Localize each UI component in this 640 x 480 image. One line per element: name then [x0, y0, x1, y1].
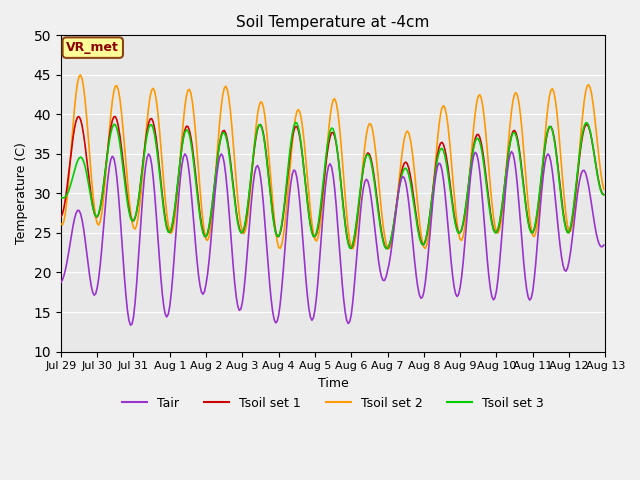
- X-axis label: Time: Time: [317, 377, 349, 390]
- Tair: [57, 279, 65, 285]
- Tsoil set 2: [385, 246, 393, 252]
- Tsoil set 1: [296, 134, 303, 140]
- Tsoil set 1: [573, 180, 580, 186]
- Tsoil set 1: [125, 206, 132, 212]
- Tsoil set 2: [77, 72, 84, 78]
- Tsoil set 3: [573, 178, 580, 183]
- Tsoil set 2: [600, 186, 607, 192]
- Tair: [573, 198, 580, 204]
- Tsoil set 3: [237, 230, 244, 236]
- Tair: [248, 198, 255, 204]
- Tsoil set 1: [57, 214, 65, 220]
- Tair: [508, 149, 515, 155]
- Tsoil set 2: [573, 183, 580, 189]
- Tair: [124, 307, 131, 313]
- Text: VR_met: VR_met: [67, 41, 119, 54]
- Y-axis label: Temperature (C): Temperature (C): [15, 143, 28, 244]
- Tsoil set 1: [384, 246, 392, 252]
- Tair: [600, 242, 607, 248]
- Line: Tair: Tair: [61, 152, 604, 325]
- Tsoil set 1: [76, 114, 83, 120]
- Tair: [220, 160, 228, 166]
- Tsoil set 1: [248, 171, 255, 177]
- Tsoil set 2: [248, 175, 255, 181]
- Tsoil set 3: [124, 200, 131, 205]
- Tsoil set 3: [291, 120, 299, 126]
- Title: Soil Temperature at -4cm: Soil Temperature at -4cm: [236, 15, 430, 30]
- Tsoil set 3: [57, 194, 65, 200]
- Tsoil set 3: [219, 130, 227, 136]
- Tsoil set 2: [220, 85, 228, 91]
- Tair: [239, 300, 246, 305]
- Line: Tsoil set 1: Tsoil set 1: [61, 117, 604, 249]
- Tair: [127, 322, 134, 328]
- Line: Tsoil set 2: Tsoil set 2: [61, 75, 604, 249]
- Tsoil set 3: [296, 132, 303, 138]
- Tsoil set 2: [57, 221, 65, 227]
- Legend: Tair, Tsoil set 1, Tsoil set 2, Tsoil set 3: Tair, Tsoil set 1, Tsoil set 2, Tsoil se…: [117, 392, 549, 415]
- Tsoil set 2: [239, 228, 246, 234]
- Tsoil set 1: [220, 128, 228, 133]
- Line: Tsoil set 3: Tsoil set 3: [61, 123, 604, 249]
- Tsoil set 2: [296, 109, 303, 115]
- Tsoil set 1: [600, 192, 607, 197]
- Tsoil set 2: [125, 195, 132, 201]
- Tsoil set 1: [239, 230, 246, 236]
- Tair: [296, 200, 303, 206]
- Tsoil set 3: [382, 246, 390, 252]
- Tsoil set 3: [246, 183, 254, 189]
- Tsoil set 3: [600, 192, 607, 198]
